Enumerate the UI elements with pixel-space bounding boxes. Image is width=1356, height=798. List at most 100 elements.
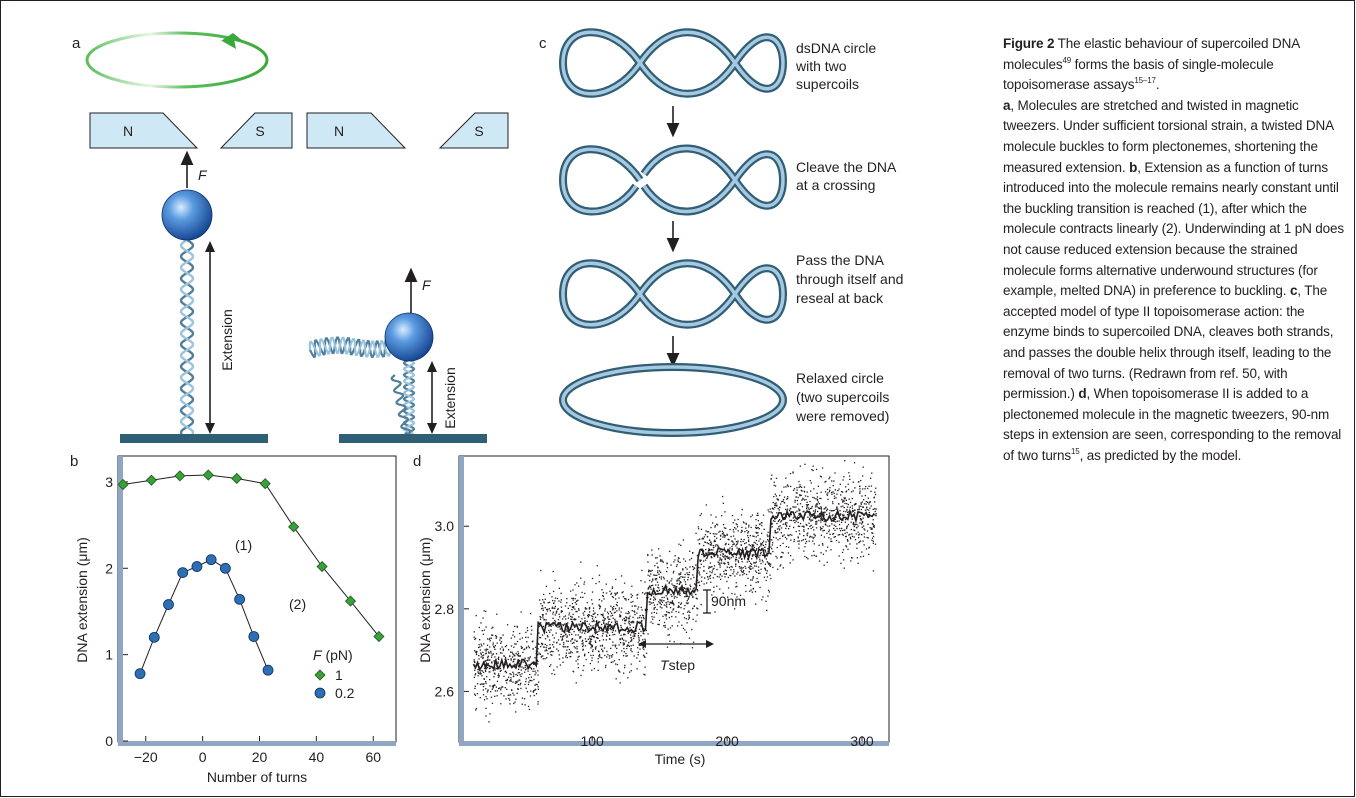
chart-d-point: [565, 628, 567, 630]
chart-d-point: [785, 527, 787, 530]
chart-d-point: [636, 597, 638, 599]
chart-b-xtick-label: 60: [365, 749, 381, 765]
chart-d-point: [488, 667, 491, 670]
chart-d-point: [519, 655, 521, 657]
caption-c-text: , The accepted model of type II topoisom…: [1003, 283, 1334, 402]
chart-d-ytick-label: 2.6: [435, 683, 455, 699]
chart-d-point: [824, 511, 826, 514]
chart-d-point: [863, 544, 865, 546]
chart-d-point: [542, 658, 544, 660]
chart-d-point: [582, 649, 584, 651]
chart-d-point: [779, 519, 781, 521]
chart-d-point: [488, 721, 490, 723]
chart-d-point: [845, 536, 847, 538]
chart-d-point: [511, 651, 513, 653]
chart-d-point: [616, 647, 618, 650]
chart-d-point: [493, 646, 495, 649]
chart-d-point: [840, 521, 843, 523]
chart-d-point: [829, 525, 831, 527]
chart-d-point: [575, 603, 578, 605]
chart-d-point: [713, 567, 715, 570]
chart-d-point: [786, 498, 788, 500]
chart-d-point: [858, 542, 860, 544]
caption-c-label: c: [1289, 283, 1298, 299]
chart-d-point: [680, 572, 682, 574]
chart-d-point: [514, 701, 516, 703]
chart-d-point: [575, 594, 577, 596]
chart-d-point: [647, 574, 649, 576]
chart-d-point: [724, 511, 726, 513]
chart-d-point: [547, 653, 549, 655]
chart-d-point: [689, 611, 691, 613]
chart-d-point: [553, 641, 555, 643]
chart-d-point: [782, 523, 784, 525]
chart-d-point: [628, 645, 630, 647]
chart-d-point: [537, 643, 539, 645]
chart-d-point: [581, 640, 583, 642]
chart-d-point: [831, 493, 833, 495]
chart-d-point: [755, 524, 757, 527]
chart-d-point: [707, 550, 710, 552]
chart-d-point: [861, 495, 863, 497]
chart-d-point: [659, 570, 661, 572]
chart-d-point: [775, 504, 777, 507]
chart-d-point: [545, 647, 547, 649]
chart-d-point: [677, 557, 680, 559]
chart-d-point: [865, 485, 867, 488]
chart-d-point: [474, 693, 476, 695]
chart-d-point: [580, 596, 582, 598]
chart-d-point: [605, 639, 607, 641]
chart-b-ylabel: DNA extension (μm): [74, 537, 90, 663]
chart-d-point: [705, 504, 707, 506]
chart-d-point: [637, 635, 639, 637]
chart-d-point: [801, 490, 803, 492]
chart-d-point: [594, 631, 596, 633]
chart-d-point: [740, 544, 742, 546]
chart-d-point: [622, 655, 625, 657]
chart-d-point: [526, 691, 529, 693]
chart-d-point: [799, 509, 801, 511]
chart-d-point: [612, 661, 614, 663]
magnet-s-left: [219, 112, 293, 149]
chart-d-point: [735, 586, 737, 588]
chart-d-point: [776, 505, 778, 507]
chart-d-point: [709, 532, 711, 534]
chart-d-point: [765, 600, 767, 602]
chart-d-point: [804, 495, 807, 497]
chart-d-point: [812, 496, 814, 499]
chart-d-point: [660, 571, 662, 574]
chart-d-point: [807, 528, 809, 530]
chart-d-point: [632, 637, 635, 640]
chart-d-point: [676, 580, 678, 582]
chart-d-point: [800, 494, 802, 496]
chart-d-point: [580, 636, 582, 638]
chart-d-point: [745, 585, 747, 587]
chart-d-point: [870, 490, 872, 492]
chart-d-point: [657, 570, 659, 572]
chart-d-point: [502, 634, 504, 636]
chart-d-point: [631, 585, 633, 587]
chart-d-point: [562, 657, 564, 659]
chart-d-point: [868, 501, 871, 503]
chart-d-point: [853, 525, 855, 528]
step-4-line-1: Relaxed circle: [796, 370, 884, 386]
chart-d-point: [599, 645, 602, 647]
chart-d-point: [619, 616, 622, 618]
chart-d-point: [545, 631, 548, 633]
chart-d-point: [615, 678, 617, 680]
chart-d-point: [541, 655, 543, 657]
chart-d-point: [688, 637, 691, 639]
chart-d-point: [549, 639, 551, 641]
chart-d-point: [546, 645, 548, 647]
chart-d-point: [540, 656, 542, 658]
chart-d-point: [482, 683, 484, 685]
chart-b-point: [288, 521, 300, 533]
chart-d-point: [797, 503, 799, 505]
chart-d-point: [853, 536, 855, 538]
chart-b-ytick-label: 0: [105, 733, 113, 749]
chart-d-point: [677, 625, 679, 627]
chart-d-point: [721, 558, 723, 561]
chart-d-point: [663, 578, 665, 580]
chart-d-frame: [458, 455, 890, 743]
chart-d-point: [872, 519, 874, 521]
